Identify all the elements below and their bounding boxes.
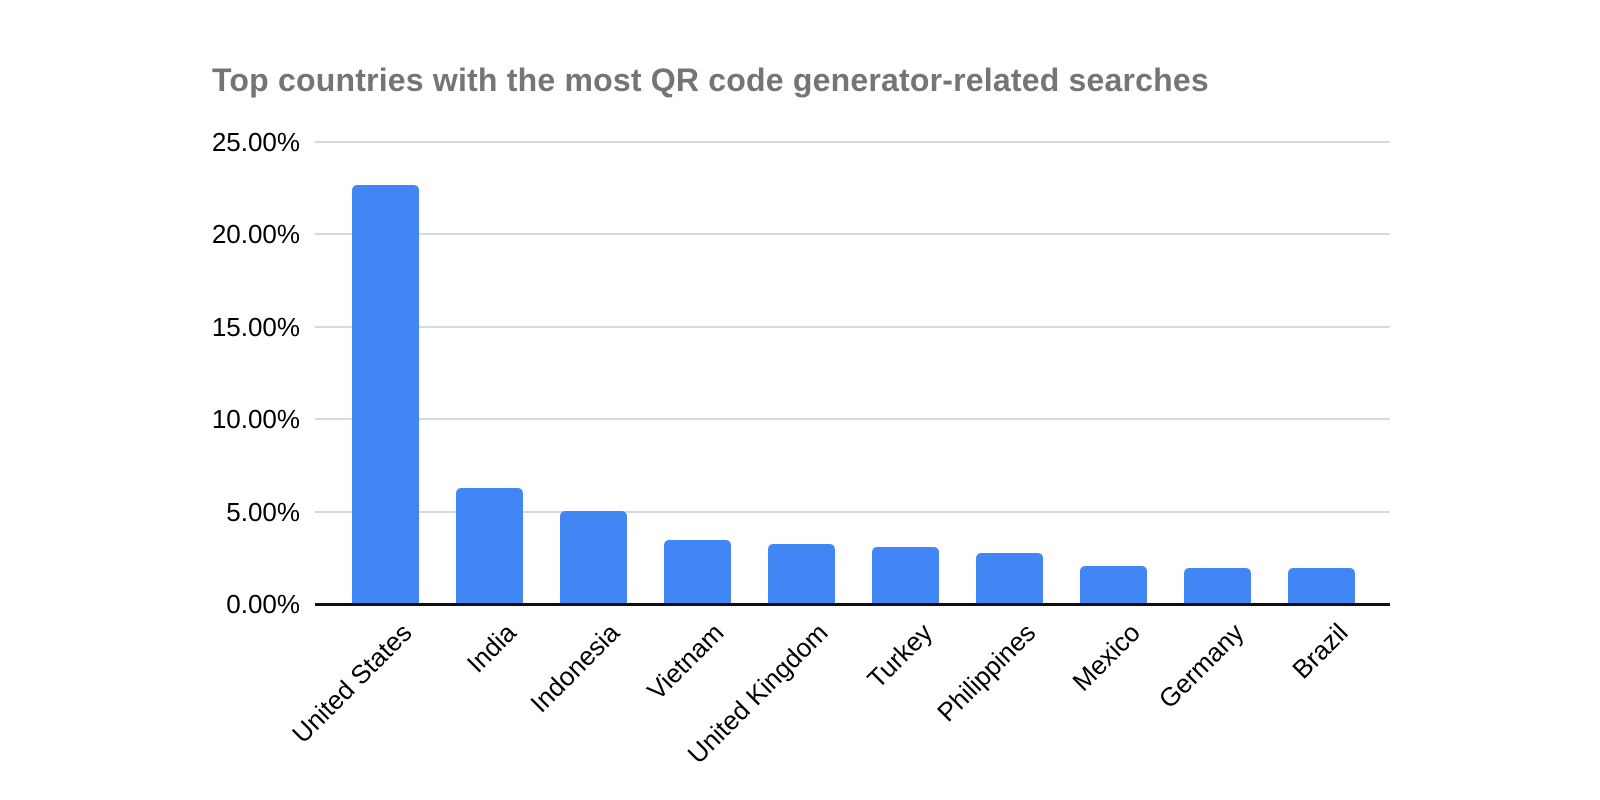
gridline-5pct xyxy=(315,510,1390,513)
x-tick-label-vietnam: Vietnam xyxy=(641,617,730,706)
bar-band-turkey: Turkey xyxy=(853,142,957,694)
bar-band-india: India xyxy=(437,142,541,678)
gridline-10pct xyxy=(315,418,1390,421)
bar-united-kingdom xyxy=(767,544,835,604)
x-tick-label-turkey: Turkey xyxy=(860,617,938,695)
bar-germany xyxy=(1183,567,1251,604)
y-tick-label-15pct: 15.00% xyxy=(211,311,300,342)
x-tick-label-india: India xyxy=(460,617,522,679)
x-tick-label-united-states: United States xyxy=(285,617,418,749)
bar-united-states xyxy=(351,184,419,604)
plot-area: 0.00% 5.00% 10.00% 15.00% 20.00% 25.00% United… xyxy=(212,129,1390,769)
bar-vietnam xyxy=(663,540,731,604)
x-tick-label-brazil: Brazil xyxy=(1286,617,1354,685)
x-tick-label-indonesia: Indonesia xyxy=(524,617,626,719)
x-tick-label-philippines: Philippines xyxy=(931,617,1042,728)
bars-group: United States India Indonesia Vietnam United… xyxy=(286,142,1373,769)
y-tick-label-25pct: 25.00% xyxy=(211,127,300,157)
gridline-20pct xyxy=(315,233,1390,236)
bar-turkey xyxy=(871,547,939,604)
x-tick-label-mexico: Mexico xyxy=(1066,617,1146,697)
gridline-15pct xyxy=(315,325,1390,328)
y-tick-label-5pct: 5.00% xyxy=(226,496,300,527)
bar-india xyxy=(455,487,523,604)
bar-brazil xyxy=(1287,567,1355,604)
bar-band-philippines: Philippines xyxy=(931,142,1061,727)
bar-band-germany: Germany xyxy=(1153,142,1269,714)
bar-band-indonesia: Indonesia xyxy=(525,142,645,718)
bar-band-mexico: Mexico xyxy=(1061,142,1165,697)
bar-indonesia xyxy=(559,510,627,604)
bar-mexico xyxy=(1079,565,1147,604)
bar-band-united-kingdom: United Kingdom xyxy=(681,142,853,769)
x-tick-label-germany: Germany xyxy=(1152,617,1250,715)
bar-band-vietnam: Vietnam xyxy=(641,142,749,706)
y-tick-label-10pct: 10.00% xyxy=(211,404,300,435)
gridline-25pct xyxy=(315,141,1390,143)
y-tick-label-20pct: 20.00% xyxy=(211,219,300,250)
bar-philippines xyxy=(975,552,1043,604)
x-axis-line xyxy=(315,602,1390,606)
bar-band-united-states: United States xyxy=(286,142,437,749)
y-tick-label-0pct: 0.00% xyxy=(226,589,300,619)
chart-title: Top countries with the most QR code gene… xyxy=(212,62,1209,98)
bar-band-brazil: Brazil xyxy=(1269,142,1373,684)
